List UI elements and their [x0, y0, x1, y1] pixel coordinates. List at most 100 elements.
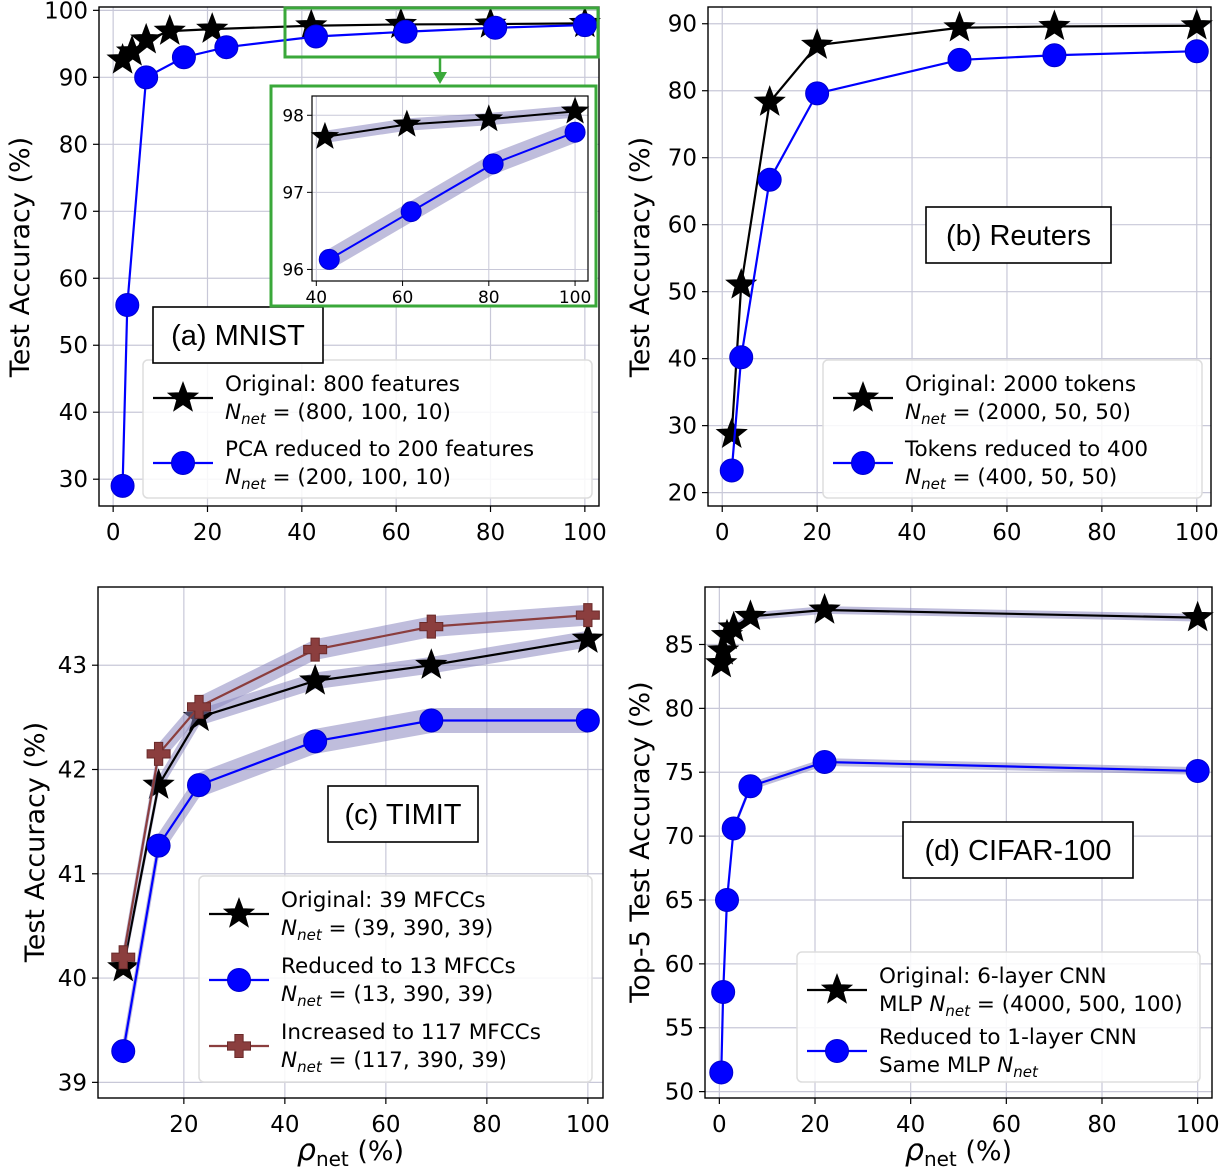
- y-tick-label: 43: [58, 653, 87, 679]
- data-point-star: [299, 663, 332, 695]
- panel-label: (b) Reuters: [946, 220, 1091, 252]
- legend: Original: 2000 tokens Nnet = (2000, 50, 5…: [822, 359, 1203, 499]
- legend-label: Original: 39 MFCCs: [281, 888, 486, 913]
- series-reduced: [719, 39, 1209, 483]
- inset-confidence-band: [324, 105, 576, 144]
- inset-confidence-band: [329, 121, 576, 271]
- data-point-plus: [111, 945, 136, 970]
- series-increased: [111, 603, 600, 970]
- data-point-circle: [1042, 43, 1067, 68]
- x-tick-label: 60: [371, 1112, 400, 1138]
- legend-sublabel: Nnet = (39, 390, 39): [281, 916, 493, 944]
- inset-data-point-star: [474, 104, 504, 132]
- panel-label: (c) TIMIT: [344, 799, 461, 831]
- x-tick-label: 80: [476, 520, 505, 546]
- legend-sublabel: Nnet = (117, 390, 39): [281, 1048, 507, 1076]
- y-tick-label: 60: [665, 952, 694, 978]
- panel-3: 0 20 40 60 80 100 50 55 60 65 70 75 80 85 Top-5 Test A…: [625, 586, 1219, 1171]
- inset-data-point-circle: [400, 201, 422, 223]
- y-tick-label: 90: [59, 65, 88, 91]
- series-reduced: [110, 13, 597, 498]
- panel-0: 0 20 40 60 80 100 30 40 50 60 70 80 90 100 Test Accura…: [5, 0, 607, 546]
- inset-x-tick-label: 60: [392, 288, 414, 308]
- confidence-band: [123, 604, 588, 968]
- data-point-circle: [115, 293, 140, 318]
- x-tick-label: 20: [800, 1112, 829, 1138]
- data-point-circle: [419, 708, 444, 733]
- data-point-circle: [757, 167, 782, 192]
- x-tick-label: 100: [566, 1112, 610, 1138]
- legend-handle-circle: [851, 451, 875, 475]
- panel-1: 0 20 40 60 80 100 20 30 40 50 60 70 80 90 Test Accurac…: [625, 6, 1219, 546]
- data-point-circle: [812, 750, 837, 775]
- series-original: [705, 593, 1214, 678]
- data-point-circle: [111, 1039, 136, 1064]
- y-tick-label: 50: [665, 1080, 694, 1106]
- inset-data-point-circle: [482, 153, 504, 175]
- x-tick-label: 60: [992, 520, 1021, 546]
- data-point-circle: [214, 35, 239, 60]
- data-point-circle: [572, 13, 597, 38]
- panel-label: (d) CIFAR-100: [925, 835, 1112, 867]
- y-tick-label: 60: [668, 213, 697, 239]
- series-line: [122, 614, 588, 958]
- legend-handle-circle: [825, 1039, 849, 1063]
- x-axis-label: ρnet (%): [297, 1133, 404, 1171]
- data-point-star: [153, 14, 186, 45]
- y-tick-label: 50: [668, 280, 697, 306]
- legend-handle-star: [166, 381, 200, 412]
- data-point-star: [705, 646, 738, 678]
- x-tick-label: 40: [896, 1112, 925, 1138]
- legend-handle-circle: [171, 451, 195, 475]
- legend-handle-plus: [227, 1034, 251, 1058]
- inset-y-tick-label: 98: [282, 106, 304, 126]
- data-point-star: [725, 268, 758, 299]
- data-point-circle: [303, 24, 328, 49]
- data-point-circle: [709, 1060, 734, 1085]
- x-tick-label: 40: [287, 520, 316, 546]
- y-axis-label: Test Accuracy (%): [625, 137, 656, 378]
- x-tick-label: 100: [1175, 520, 1219, 546]
- series-original: [715, 8, 1213, 449]
- legend-box: [198, 875, 593, 1083]
- data-point-circle: [715, 887, 740, 912]
- y-tick-label: 39: [58, 1070, 87, 1096]
- y-tick-label: 30: [59, 467, 88, 493]
- y-tick-label: 20: [668, 481, 697, 507]
- x-tick-label: 100: [1176, 1112, 1219, 1138]
- data-point-star: [142, 768, 175, 799]
- data-point-star: [753, 85, 786, 116]
- data-point-star: [130, 22, 163, 54]
- y-axis-label: Test Accuracy (%): [5, 137, 36, 378]
- inset-x-tick-label: 80: [478, 288, 500, 308]
- y-tick-label: 80: [668, 79, 697, 105]
- legend-sublabel: Same MLP Nnet: [879, 1053, 1039, 1081]
- inset-series-reduced: [318, 121, 586, 271]
- panel-label-box: [925, 206, 1112, 264]
- y-tick-label: 85: [665, 632, 694, 658]
- data-point-circle: [110, 473, 135, 498]
- legend-sublabel: Nnet = (800, 100, 10): [225, 400, 451, 428]
- panel-label-box: [327, 785, 479, 843]
- inset-axes-frame: [311, 95, 589, 282]
- data-point-star: [571, 622, 604, 653]
- inset-x-tick-label: 40: [305, 288, 327, 308]
- legend-label: Reduced to 1-layer CNN: [879, 1025, 1137, 1050]
- data-point-circle: [719, 458, 744, 483]
- inset-x-tick-label: 100: [559, 288, 591, 308]
- data-point-circle: [805, 81, 830, 106]
- axes-frame: [707, 6, 1212, 507]
- legend-label: Increased to 117 MFCCs: [281, 1020, 541, 1045]
- inset-data-point-star: [560, 96, 590, 124]
- y-tick-label: 75: [665, 760, 694, 786]
- y-tick-label: 50: [59, 333, 88, 359]
- y-tick-label: 40: [59, 400, 88, 426]
- x-tick-label: 60: [382, 520, 411, 546]
- x-tick-label: 80: [472, 1112, 501, 1138]
- data-point-star: [801, 28, 834, 59]
- y-tick-label: 90: [668, 12, 697, 38]
- axes-frame: [97, 586, 604, 1099]
- legend-handle-star: [820, 973, 854, 1004]
- x-tick-label: 0: [715, 520, 730, 546]
- series-reduced: [111, 707, 600, 1064]
